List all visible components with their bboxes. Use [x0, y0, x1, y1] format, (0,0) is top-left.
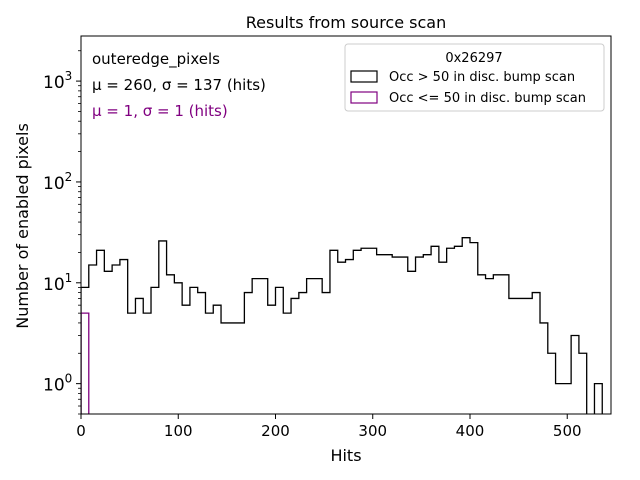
series-layer [81, 237, 603, 414]
y-tick-label: 100 [43, 372, 72, 396]
x-tick-label: 0 [76, 422, 86, 440]
chart-title: Results from source scan [246, 13, 446, 32]
legend-label-low-occupancy: Occ <= 50 in disc. bump scan [389, 91, 586, 106]
x-tick-label: 100 [164, 422, 193, 440]
legend: 0x26297 Occ > 50 in disc. bump scan Occ … [344, 43, 605, 112]
plot-frame [80, 35, 612, 415]
series-high-occupancy-step [81, 237, 603, 414]
y-tick-label: 103 [43, 69, 72, 93]
x-axis-label: Hits [330, 446, 361, 465]
x-tick-label: 400 [456, 422, 485, 440]
x-tick-label: 300 [358, 422, 387, 440]
y-tick-label: 102 [43, 170, 72, 194]
legend-title: 0x26297 [445, 51, 502, 66]
stats-main-annotation: μ = 260, σ = 137 (hits) [92, 76, 266, 94]
x-tick-label: 500 [553, 422, 582, 440]
y-axis-label: Number of enabled pixels [13, 123, 32, 329]
stats-low-annotation: μ = 1, σ = 1 (hits) [92, 102, 228, 120]
y-axis: 100 101 102 103 [43, 50, 81, 415]
legend-swatch-low-occupancy [350, 91, 378, 104]
y-tick-label: 101 [43, 271, 72, 295]
sensor-name-annotation: outeredge_pixels [92, 50, 220, 69]
legend-box [344, 43, 605, 112]
series-low-occupancy-step [81, 312, 90, 414]
x-axis: 0 100 200 300 400 500 [76, 414, 582, 440]
legend-swatch-high-occupancy [350, 70, 378, 83]
legend-label-high-occupancy: Occ > 50 in disc. bump scan [389, 70, 575, 85]
x-tick-label: 200 [261, 422, 290, 440]
